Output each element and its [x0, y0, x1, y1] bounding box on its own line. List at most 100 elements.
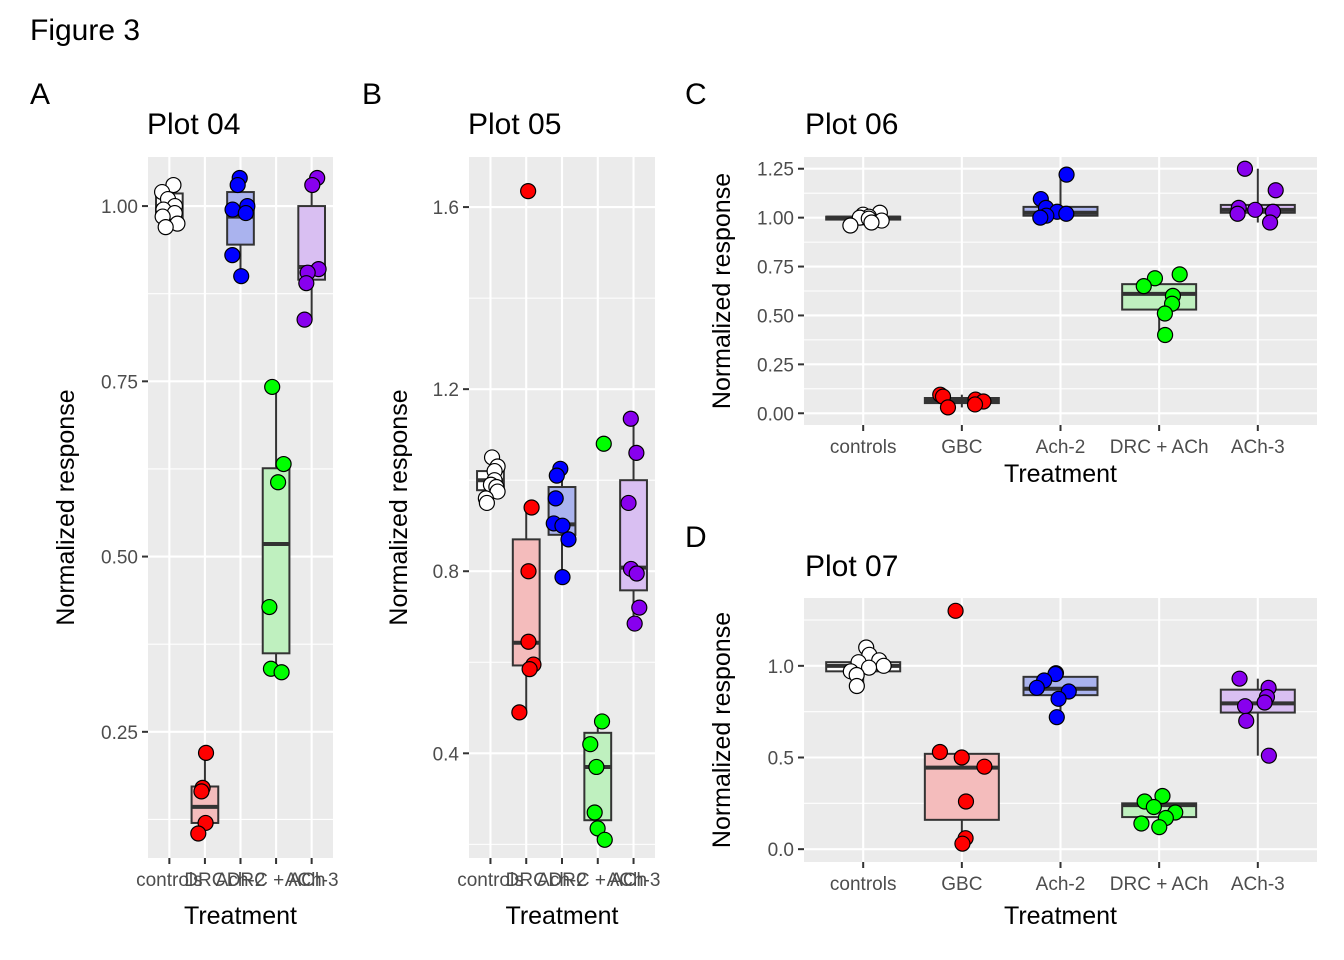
data-point [1050, 690, 1067, 707]
x-tick-label: controls [457, 870, 524, 891]
x-tick-label: Ach-2 [537, 870, 587, 891]
y-tick-label: 0.25 [101, 723, 138, 744]
series-ach-2 [1022, 166, 1099, 226]
y-tick-label: 0.8 [433, 562, 459, 583]
series-ach-2 [1022, 665, 1099, 726]
data-point [478, 494, 495, 512]
data-point [957, 793, 975, 810]
data-point [269, 474, 287, 491]
y-tick-label: 1.25 [757, 160, 794, 181]
y-tick-label: 0.50 [757, 306, 794, 327]
series-ach-3 [296, 169, 327, 328]
data-point [1231, 670, 1248, 687]
y-tick-label: 1.0 [768, 657, 794, 678]
data-point [596, 831, 613, 848]
figure-title: Figure 3 [30, 14, 140, 47]
series-ach-2 [224, 169, 256, 285]
data-point [582, 736, 599, 753]
data-point [1238, 712, 1255, 729]
panel-c: C Plot 06 0.00 0.25 0.50 0.75 1.00 1.25 controls… [685, 78, 1317, 488]
data-point [520, 563, 537, 580]
x-tick-label: controls [830, 437, 897, 458]
data-point [1256, 694, 1273, 711]
x-tick-label: Ach-2 [1036, 437, 1086, 458]
data-point [261, 598, 278, 616]
plot-title: Plot 07 [805, 550, 898, 583]
y-axis-title: Normalized response [52, 389, 80, 625]
series-gbc [923, 602, 1000, 852]
data-point [589, 820, 606, 837]
data-point [953, 749, 970, 766]
data-point [595, 435, 612, 452]
data-point [1145, 798, 1162, 816]
x-tick-label: ACh-3 [607, 870, 661, 891]
y-tick-label: 0.4 [433, 744, 460, 765]
y-tick-label: 0.50 [101, 548, 138, 569]
data-point [224, 247, 241, 264]
data-point [628, 565, 645, 582]
data-point [1156, 305, 1173, 322]
data-point [1058, 205, 1075, 222]
data-point [947, 602, 964, 619]
x-tick-label: Ach-2 [216, 870, 266, 891]
y-axis-title: Normalized response [708, 173, 736, 409]
y-axis-title: Normalized response [385, 389, 413, 625]
data-point [1229, 205, 1246, 222]
data-point [560, 531, 577, 548]
y-tick-label: 1.2 [433, 380, 459, 401]
series-ach-3 [1219, 670, 1296, 764]
data-point [976, 758, 993, 775]
series-drc-ach [261, 378, 292, 681]
data-point [1261, 214, 1279, 231]
data-point [1154, 787, 1171, 805]
data-point [1135, 278, 1152, 295]
series-ach-2 [545, 460, 577, 586]
data-point [875, 657, 892, 674]
series-drc [190, 744, 220, 842]
data-point [1157, 326, 1174, 344]
data-point [1133, 815, 1150, 832]
data-point [588, 758, 605, 776]
data-point [548, 467, 565, 484]
data-point [193, 783, 210, 800]
panel-d: D Plot 07 0.0 0.5 1.0 controls GBC Ach-2 DRC + A… [685, 521, 1317, 930]
data-point [298, 275, 315, 292]
data-point [273, 664, 290, 681]
data-point [1260, 747, 1277, 764]
series-drc [511, 183, 542, 721]
series-drc-ach [1121, 266, 1198, 344]
data-point [197, 744, 215, 761]
data-point [626, 615, 643, 632]
y-tick-label: 1.00 [101, 197, 138, 218]
series-controls [825, 204, 902, 234]
data-point [511, 704, 528, 721]
box [1121, 283, 1198, 311]
panel-letter: D [685, 521, 707, 554]
panel-letter: C [685, 78, 707, 111]
x-tick-label: ACh-3 [285, 870, 339, 891]
panel-a: A Plot 04 0.25 0.50 0.75 1.00 controlsDRCAch-2… [30, 78, 339, 930]
data-point [1028, 679, 1045, 696]
y-tick-label: 0.5 [768, 749, 794, 770]
data-point [233, 268, 250, 285]
box [261, 467, 291, 655]
data-point [1048, 709, 1065, 726]
series-controls [153, 176, 186, 236]
data-point [1146, 270, 1164, 287]
data-point [547, 490, 564, 507]
data-point [229, 176, 246, 194]
y-tick-label: 1.00 [757, 209, 794, 230]
data-point [1267, 182, 1284, 199]
x-axis-title: Treatment [184, 902, 297, 930]
x-axis-title: Treatment [505, 902, 618, 930]
data-point [275, 455, 292, 473]
series-controls [476, 449, 506, 512]
data-point [860, 659, 878, 676]
data-point [264, 378, 281, 396]
data-point [1247, 201, 1264, 218]
data-point [554, 517, 571, 534]
data-point [620, 494, 637, 512]
x-tick-label: DRC + ACh [1110, 437, 1209, 458]
series-ach-3 [619, 410, 648, 632]
plot-title: Plot 04 [147, 108, 240, 141]
